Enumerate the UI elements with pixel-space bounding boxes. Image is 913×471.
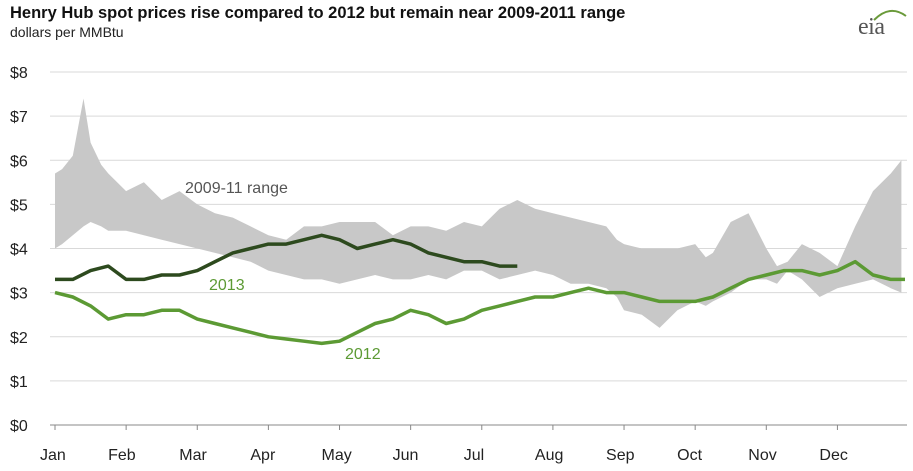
y-tick-label: $7 xyxy=(10,109,28,126)
x-tick-label: Jul xyxy=(464,447,484,464)
x-tick-label: Nov xyxy=(748,447,776,464)
x-tick-label: Dec xyxy=(819,447,847,464)
series-lines xyxy=(54,233,905,346)
y-tick-label: $8 xyxy=(10,65,28,82)
x-tick-label: Jun xyxy=(393,447,419,464)
eia-logo: eia xyxy=(858,14,885,40)
y-tick-label: $0 xyxy=(10,418,28,435)
x-tick-label: Feb xyxy=(108,447,136,464)
series-label-2012: 2012 xyxy=(345,346,381,363)
eia-logo-arc xyxy=(873,9,907,21)
axes: $0 $1 $2 $3 $4 $5 $6 $7 $8 Jan Feb Mar Apr May Jun Jul A… xyxy=(10,65,907,464)
range-band xyxy=(55,98,902,328)
y-tick-label: $5 xyxy=(10,197,28,214)
chart-title: Henry Hub spot prices rise compared to 2… xyxy=(10,4,626,22)
x-tick-label: May xyxy=(322,447,352,464)
series-line-2012 xyxy=(54,259,905,346)
x-tick-label: Sep xyxy=(606,447,635,464)
y-tick-label: $6 xyxy=(10,153,28,170)
x-tick-label: Oct xyxy=(677,447,702,464)
y-tick-label: $1 xyxy=(10,374,28,391)
range-label: 2009-11 range xyxy=(185,180,288,197)
y-tick-label: $4 xyxy=(10,242,28,259)
x-tick-label: Mar xyxy=(179,447,207,464)
x-tick-label: Jan xyxy=(40,447,66,464)
series-line-2013 xyxy=(55,233,518,282)
series-label-2013: 2013 xyxy=(209,277,245,294)
x-tick-label: Aug xyxy=(535,447,563,464)
y-tick-label: $2 xyxy=(10,330,28,347)
series-labels: 2009-11 range 2013 2012 xyxy=(185,180,381,363)
chart-subtitle: dollars per MMBtu xyxy=(10,24,124,40)
y-tick-label: $3 xyxy=(10,286,28,303)
x-tick-label: Apr xyxy=(250,447,276,464)
range-band-area xyxy=(55,98,902,328)
